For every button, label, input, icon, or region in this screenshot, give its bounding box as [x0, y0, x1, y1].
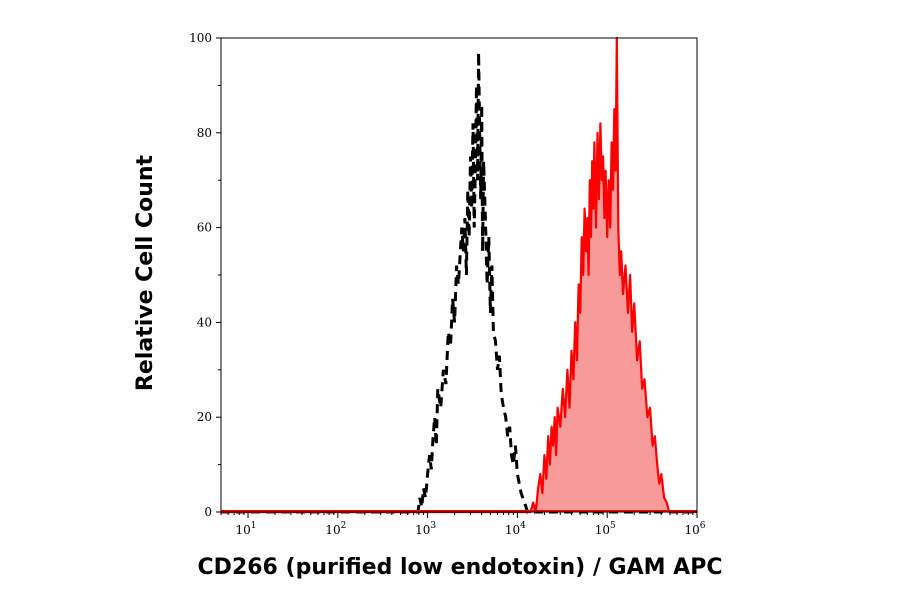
series-0-line [221, 52, 697, 514]
y-tick-label: 0 [204, 505, 212, 519]
x-tick-label: 106 [684, 521, 705, 537]
y-tick-label: 100 [189, 31, 212, 45]
x-tick-label: 102 [325, 521, 346, 537]
y-tick-label: 20 [197, 410, 212, 424]
y-axis-ticks: 0 20 40 60 80 100 [189, 31, 221, 519]
x-tick-label: 103 [415, 521, 436, 537]
x-axis-ticks: 101 102 103 104 105 106 [220, 512, 706, 537]
y-tick-label: 40 [197, 315, 212, 329]
y-tick-label: 60 [197, 221, 212, 235]
plot-layer [221, 36, 697, 514]
x-axis-title: CD266 (purified low endotoxin) / GAM APC [198, 555, 723, 580]
x-tick-label: 104 [505, 521, 526, 537]
x-tick-label: 105 [595, 521, 616, 537]
series-1-line [221, 36, 697, 514]
y-axis-title: Relative Cell Count [133, 154, 158, 391]
series-1-area [221, 38, 697, 512]
y-tick-label: 80 [197, 126, 212, 140]
x-tick-label: 101 [236, 521, 257, 537]
